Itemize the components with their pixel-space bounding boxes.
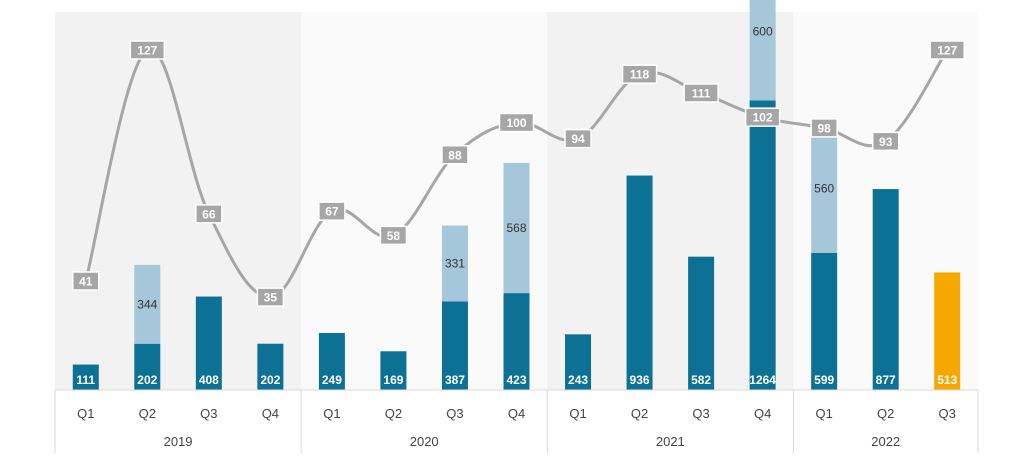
- bar-primary-label: 249: [322, 373, 342, 387]
- bar-secondary-label: 568: [506, 221, 526, 235]
- line-point-marker: [441, 145, 469, 165]
- bar-primary-label: 169: [383, 373, 403, 387]
- bar-primary-label: 1264: [749, 373, 776, 387]
- tick-label: Q3: [692, 406, 709, 421]
- tick-label: Q3: [200, 406, 217, 421]
- line-point-label: 127: [937, 44, 957, 58]
- line-point-label: 41: [79, 275, 93, 289]
- tick-label: Q3: [939, 406, 956, 421]
- bar-primary: [934, 272, 961, 390]
- tick-label: Q4: [262, 406, 279, 421]
- bar-primary-label: 111: [76, 373, 95, 387]
- line-point-marker: [498, 112, 535, 133]
- tick-label: Q4: [508, 406, 525, 421]
- line-point-label: 58: [387, 229, 401, 243]
- bar-primary: [441, 301, 468, 390]
- line-point-marker: [195, 204, 223, 224]
- bar-primary: [872, 189, 899, 390]
- year-label-2021: 2021: [656, 434, 685, 449]
- bar-primary-label: 202: [137, 373, 157, 387]
- bar-primary-label: 599: [814, 373, 834, 387]
- bar-secondary-label: 560: [814, 182, 834, 196]
- line-point-label: 118: [630, 68, 650, 82]
- bar-primary: [626, 175, 653, 390]
- bar-secondary-label: 344: [137, 297, 157, 311]
- bar-secondary: [811, 124, 838, 253]
- tick-label: Q1: [815, 406, 832, 421]
- bar-primary: [134, 343, 161, 390]
- line-point-label: 35: [264, 291, 278, 305]
- line-point-marker: [564, 128, 592, 149]
- bar-secondary: [503, 162, 530, 294]
- bar-primary: [503, 293, 530, 390]
- line-point-label: 66: [202, 207, 216, 221]
- bar-primary-label: 877: [876, 373, 896, 387]
- line-point-marker: [256, 287, 285, 307]
- bar-primary-label: 243: [568, 373, 588, 387]
- line-point-label: 93: [879, 135, 893, 149]
- tick-label: Q1: [77, 406, 94, 421]
- line-point-marker: [72, 271, 100, 291]
- bar-primary-label: 513: [937, 373, 957, 387]
- line-point-label: 100: [506, 116, 526, 130]
- tick-label: Q2: [385, 406, 402, 421]
- line-point-marker: [744, 107, 781, 127]
- bar-primary: [195, 296, 222, 390]
- year-label-2020: 2020: [410, 434, 439, 449]
- line-point-marker: [871, 131, 900, 152]
- line-point-marker: [929, 40, 965, 60]
- year-label-2022: 2022: [871, 434, 900, 449]
- line-point-label: 67: [325, 205, 339, 219]
- line-point-marker: [318, 201, 346, 221]
- line-point-label: 88: [448, 148, 462, 162]
- bar-primary: [318, 332, 345, 390]
- bar-primary-label: 202: [260, 373, 280, 387]
- line-point-label: 94: [571, 132, 585, 146]
- line-point-marker: [621, 64, 658, 84]
- tick-label: Q1: [569, 406, 586, 421]
- bar-primary-label: 408: [199, 373, 219, 387]
- line-series: 41 127 66 35 67 58 88 100 94 118 111 102 98 93 127: [72, 40, 965, 307]
- bar-primary: [72, 364, 99, 390]
- bar-secondary-label: 331: [445, 256, 465, 270]
- line-point-marker: [379, 225, 408, 246]
- bar-primary: [749, 100, 776, 391]
- tick-label: Q2: [631, 406, 648, 421]
- bar-primary: [565, 334, 592, 390]
- year-band-2019: [55, 12, 302, 390]
- bar-series: 111 202 344 408 202 249 169 387 331 423 568 243 936 5…: [72, 0, 961, 391]
- tick-label: Q3: [446, 406, 463, 421]
- tick-label: Q2: [139, 406, 156, 421]
- bar-secondary: [441, 225, 468, 302]
- line-point-marker: [810, 118, 838, 138]
- bar-secondary: [134, 264, 161, 344]
- bar-primary: [811, 252, 838, 390]
- line-point-label: 111: [692, 86, 711, 100]
- line-point-marker: [129, 40, 166, 60]
- line-point-label: 98: [817, 121, 831, 135]
- tick-label: Q4: [754, 406, 771, 421]
- bar-primary-label: 423: [506, 373, 526, 387]
- bar-primary: [257, 343, 284, 390]
- bar-primary: [688, 256, 715, 390]
- tick-label: Q1: [323, 406, 340, 421]
- line-point-label: 127: [137, 44, 157, 58]
- line-point-marker: [683, 83, 719, 103]
- bar-primary-label: 387: [445, 373, 465, 387]
- bar-primary-label: 582: [691, 373, 711, 387]
- bar-secondary-label: 600: [753, 25, 773, 39]
- tick-label: Q2: [877, 406, 894, 421]
- bar-secondary: [749, 0, 776, 101]
- bar-primary: [380, 351, 407, 390]
- line-point-label: 102: [753, 111, 773, 125]
- year-label-2019: 2019: [164, 434, 193, 449]
- bar-primary-label: 936: [630, 373, 650, 387]
- x-axis: 2019 Q1 Q2 Q3 Q4 2020 Q1 Q2 Q3 Q4 2021 Q1 Q2 Q3 Q4 2022…: [54, 389, 979, 453]
